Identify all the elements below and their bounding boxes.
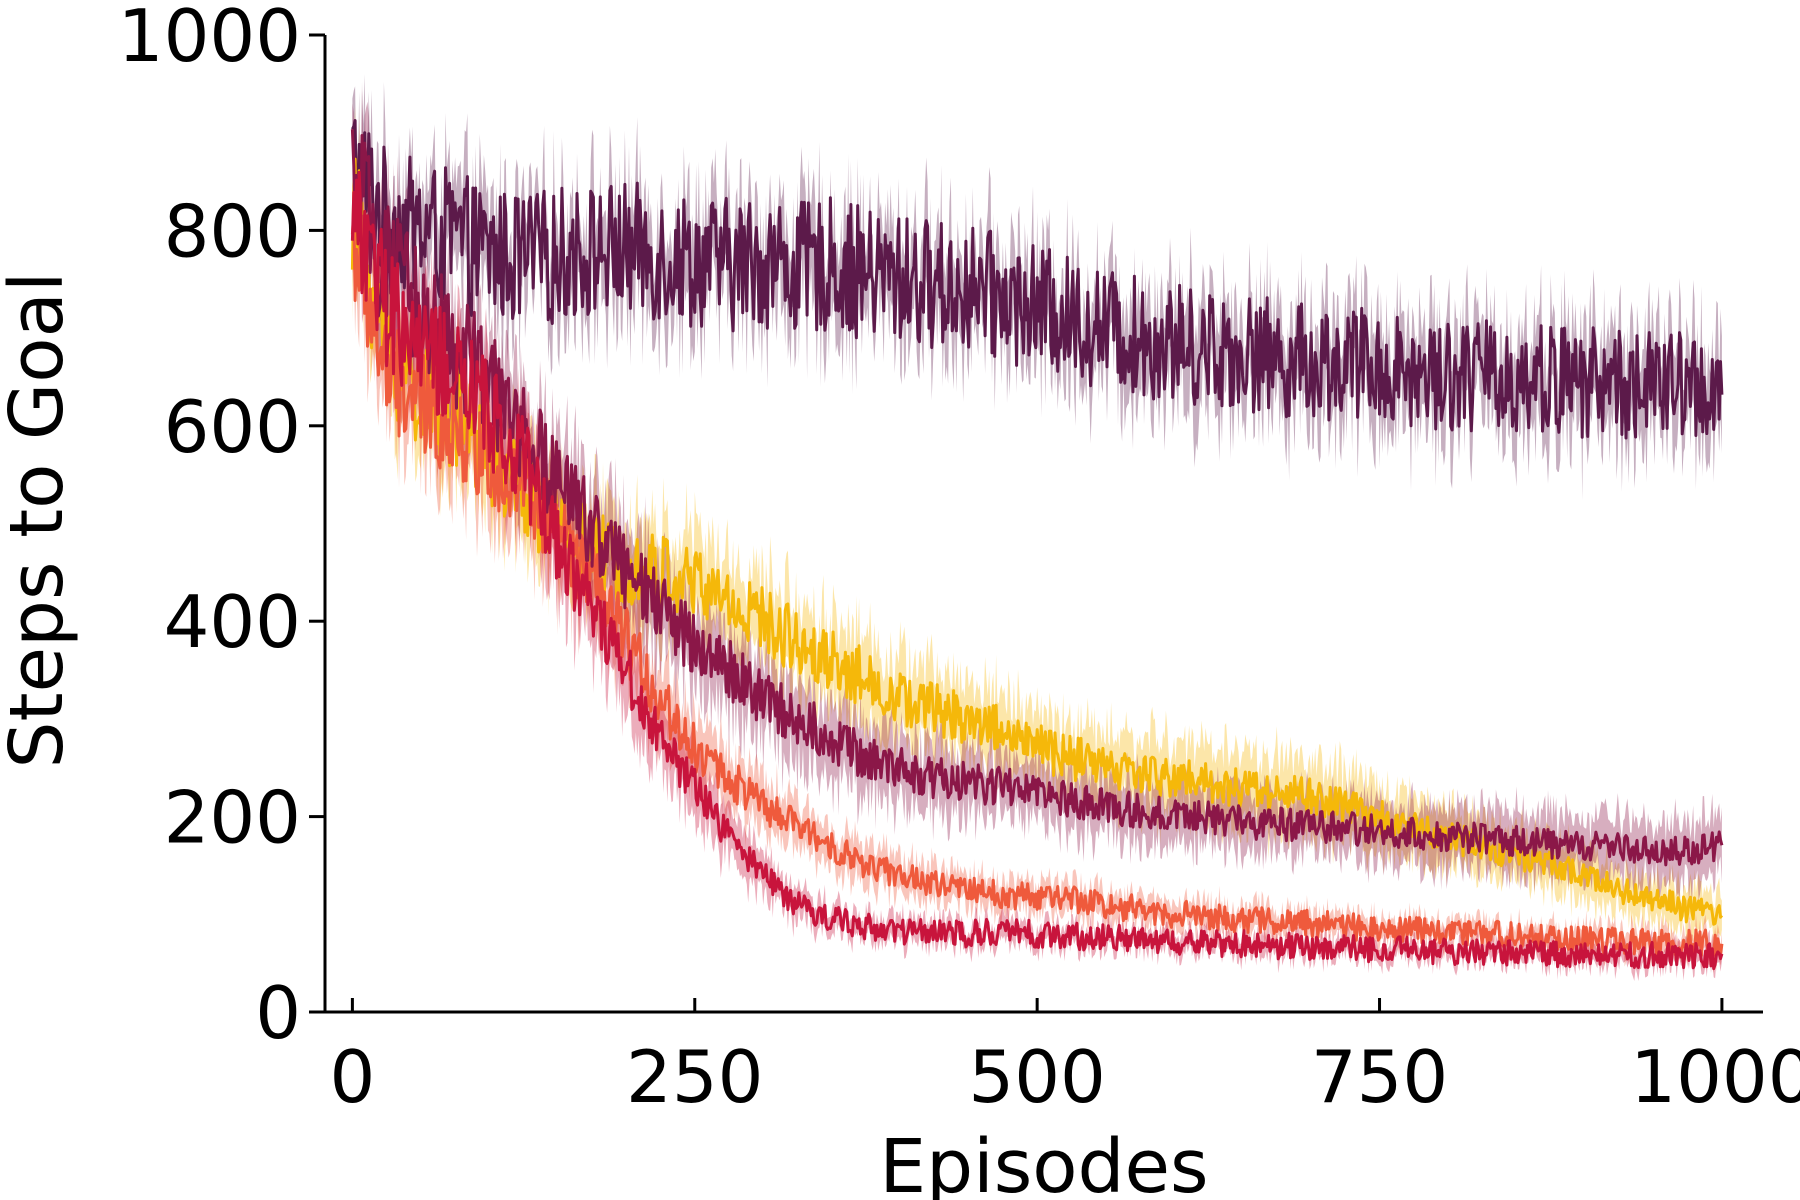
y-axis-ticks: 0 200 400 600 800 1000 bbox=[118, 0, 325, 1055]
x-axis-ticks: 0 250 500 750 1000 bbox=[329, 998, 1800, 1119]
series-1-line bbox=[351, 119, 1724, 440]
y-tick-label: 800 bbox=[164, 189, 301, 273]
y-tick-label: 1000 bbox=[118, 0, 301, 78]
y-tick-label: 400 bbox=[164, 580, 301, 664]
x-tick-label: 0 bbox=[329, 1035, 375, 1119]
x-tick-label: 250 bbox=[626, 1035, 763, 1119]
series-4-line bbox=[350, 129, 1724, 867]
y-axis-label: Steps to Goal bbox=[0, 272, 80, 769]
y-tick-label: 0 bbox=[255, 971, 301, 1055]
y-tick-label: 600 bbox=[164, 385, 301, 469]
x-tick-label: 500 bbox=[968, 1035, 1105, 1119]
series-3-line bbox=[350, 211, 1724, 959]
x-axis-label: Episodes bbox=[879, 1124, 1208, 1200]
x-tick-label: 750 bbox=[1311, 1035, 1448, 1119]
series-lines bbox=[350, 119, 1724, 971]
series-5-line bbox=[350, 170, 1724, 971]
x-tick-label: 1000 bbox=[1630, 1035, 1800, 1119]
y-tick-label: 200 bbox=[164, 776, 301, 860]
